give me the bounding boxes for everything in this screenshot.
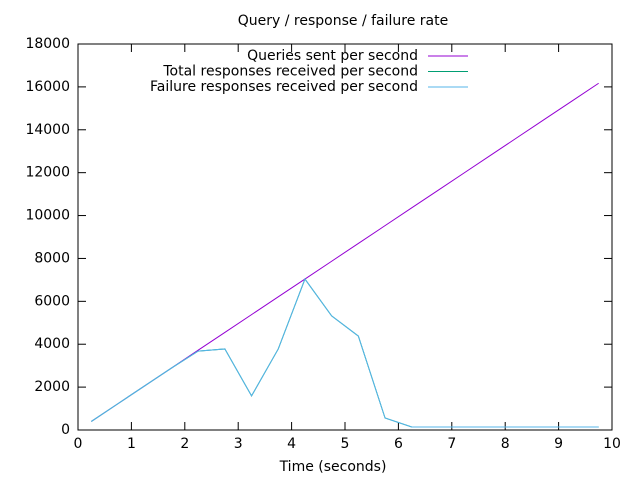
- x-tick-label: 0: [74, 436, 83, 452]
- series-line: [91, 277, 599, 428]
- y-tick-label: 14000: [25, 122, 70, 138]
- y-tick-label: 18000: [25, 36, 70, 52]
- x-axis-label: Time (seconds): [279, 459, 387, 475]
- plot-frame: [77, 43, 613, 431]
- x-tick-label: 3: [234, 436, 243, 452]
- x-tick-label: 7: [447, 436, 456, 452]
- x-tick-label: 1: [127, 436, 136, 452]
- y-tick-label: 12000: [25, 165, 70, 181]
- x-tick-label: 2: [180, 436, 189, 452]
- x-tick-label: 5: [341, 436, 350, 452]
- y-tick-label: 4000: [34, 336, 70, 352]
- legend-label: Queries sent per second: [247, 48, 418, 64]
- legend-label: Failure responses received per second: [150, 79, 418, 95]
- x-tick-label: 9: [554, 436, 563, 452]
- y-tick-label: 16000: [25, 79, 70, 95]
- chart-title: Query / response / failure rate: [238, 13, 448, 29]
- x-tick-label: 6: [394, 436, 403, 452]
- x-tick-label: 8: [501, 436, 510, 452]
- y-tick-label: 6000: [34, 293, 70, 309]
- x-tick-label: 4: [287, 436, 296, 452]
- y-tick-label: 2000: [34, 379, 70, 395]
- y-tick-label: 8000: [34, 250, 70, 266]
- series-line: [91, 277, 599, 428]
- y-tick-label: 0: [61, 422, 70, 438]
- x-tick-label: 10: [603, 436, 621, 452]
- y-tick-label: 10000: [25, 208, 70, 224]
- legend-label: Total responses received per second: [162, 64, 418, 80]
